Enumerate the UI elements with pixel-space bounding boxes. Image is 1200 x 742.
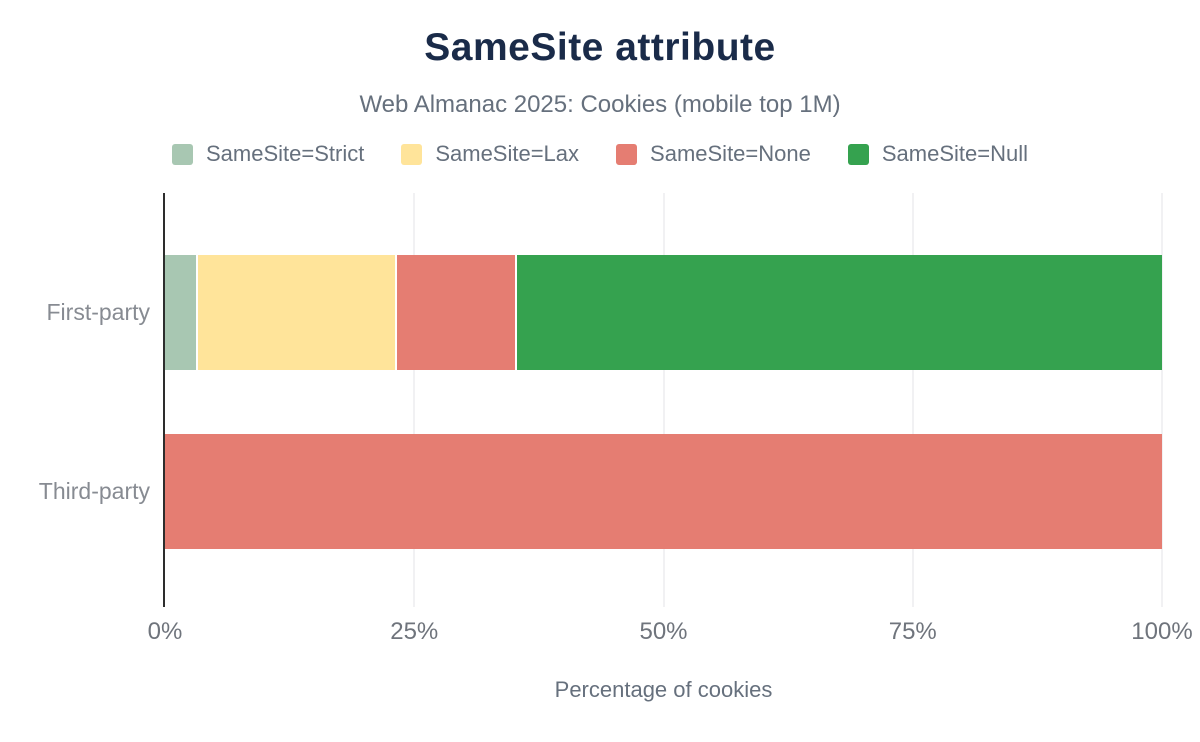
bar-segment-samesite-null[interactable] [516, 255, 1162, 370]
x-tick-75: 75% [888, 618, 937, 645]
chart-title: SameSite attribute [424, 26, 776, 69]
x-axis-ticks: 0% 25% 50% 75% 100% [148, 618, 1193, 648]
category-label-first-party: First-party [46, 299, 151, 325]
x-tick-25: 25% [390, 618, 439, 645]
bar-segment-samesite-strict[interactable] [165, 255, 198, 370]
gridline-75 [911, 193, 914, 607]
legend-item-samesite-strict[interactable]: SameSite=Strict [171, 141, 365, 167]
x-axis-title: Percentage of cookies [554, 677, 773, 702]
legend-label: SameSite=Null [881, 141, 1028, 166]
bar-segment-samesite-lax[interactable] [197, 255, 398, 370]
bar-third-party [165, 434, 1162, 549]
plot-area: First-party Third-party 0% 25% 50% 75% 1… [39, 193, 1193, 702]
legend-swatch-null-icon [847, 143, 869, 165]
legend-item-samesite-none[interactable]: SameSite=None [616, 141, 811, 167]
y-axis-line [163, 193, 165, 607]
bar-segment-samesite-none[interactable] [397, 255, 517, 370]
x-tick-100: 100% [1131, 618, 1193, 645]
x-tick-50: 50% [639, 618, 688, 645]
legend-label: SameSite=None [650, 141, 811, 166]
legend-swatch-lax-icon [401, 143, 423, 165]
gridline-25 [413, 193, 416, 607]
gridline-50 [662, 193, 665, 607]
legend: SameSite=Strict SameSite=Lax SameSite=No… [0, 141, 1200, 167]
legend-item-samesite-lax[interactable]: SameSite=Lax [401, 141, 579, 167]
category-label-third-party: Third-party [38, 478, 150, 504]
gridline-100 [1161, 193, 1163, 607]
bar-first-party [165, 255, 1162, 370]
legend-label: SameSite=Strict [205, 141, 365, 166]
legend-swatch-none-icon [616, 143, 638, 165]
legend-item-samesite-null[interactable]: SameSite=Null [847, 141, 1028, 167]
chart-subtitle: Web Almanac 2025: Cookies (mobile top 1M… [359, 91, 841, 118]
bar-segment-samesite-none[interactable] [165, 434, 1162, 549]
legend-label: SameSite=Lax [435, 141, 580, 166]
legend-swatch-strict-icon [171, 143, 193, 165]
x-tick-0: 0% [147, 618, 183, 645]
